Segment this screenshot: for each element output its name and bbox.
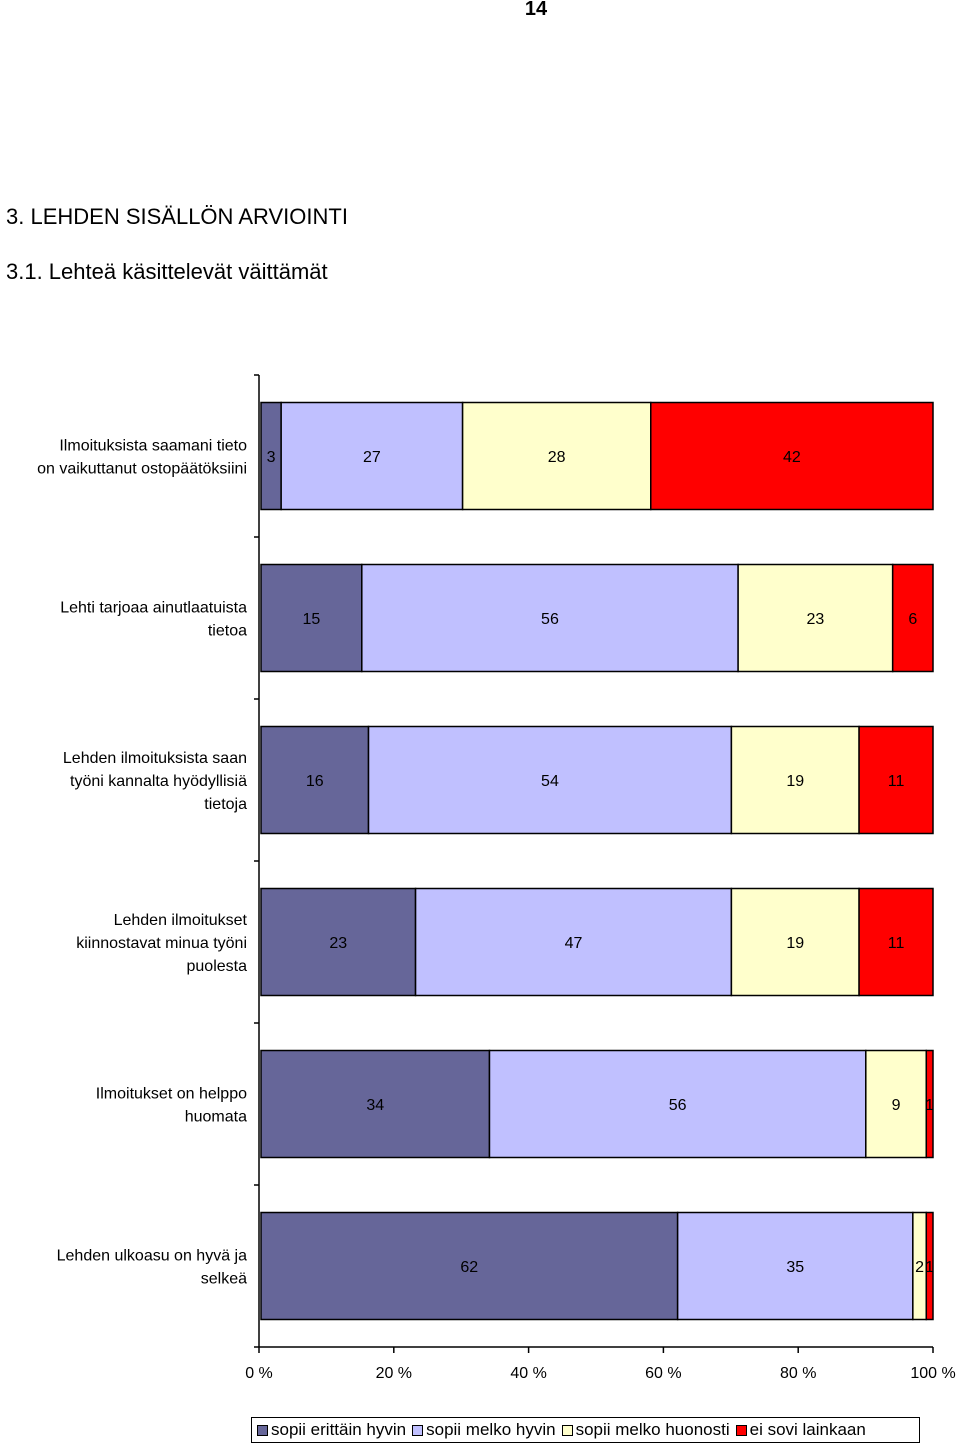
category-label-line: Lehden ilmoituksista saan [63,750,247,767]
legend-swatch [257,1424,268,1436]
data-label: 23 [329,935,347,952]
legend-label: sopii melko huonosti [575,1420,730,1439]
bar-segment [260,563,363,673]
data-label: 19 [786,935,804,952]
category-label-line: Ilmoitukset on helppo [96,1086,247,1103]
bar-segment [737,563,894,673]
bar-segment [858,887,934,997]
data-label: 34 [366,1097,384,1114]
data-label: 56 [669,1097,687,1114]
data-label: 23 [807,611,825,628]
category-label-line: Lehti tarjoaa ainutlaatuista [60,600,247,617]
data-label: 2 [915,1259,924,1276]
chart-legend: sopii erittäin hyvin sopii melko hyvin sop… [251,1417,920,1443]
stacked-bar-chart: 0 % 20 % 40 % 60 % 80 % 100 % 3 27 28 42 Ilmoituks… [37,374,956,1382]
data-label: 56 [541,611,559,628]
legend-label: sopii melko hyvin [426,1420,556,1439]
category-label-line: Lehden ilmoitukset [114,912,248,929]
data-label: 54 [541,773,559,790]
data-label: 11 [888,935,905,952]
x-tick-label: 100 % [910,1365,955,1382]
legend-swatch [412,1424,424,1436]
category-label: Ilmoituksista saamani tieto on vaikuttanu… [37,438,247,478]
legend-swatch [735,1424,747,1436]
category-label-line: selkeä [201,1271,247,1288]
section-title: 3. LEHDEN SISÄLLÖN ARVIOINTI [6,204,348,229]
legend-item: ei sovi lainkaan [735,1420,866,1440]
category-label-line: puolesta [187,958,248,975]
category-label-line: huomata [185,1109,247,1126]
bar-segment [891,563,934,673]
category-label-line: tietoja [204,796,247,813]
data-label: 1 [925,1097,934,1114]
legend-item: sopii melko hyvin [412,1420,556,1440]
data-label: 35 [786,1259,804,1276]
category-label-line: kiinnostavat minua työni [76,935,247,952]
legend-item: sopii erittäin hyvin [257,1420,406,1440]
x-tick-label: 20 % [376,1365,412,1382]
data-label: 15 [303,611,321,628]
category-label: Lehden ilmoitukset kiinnostavat minua työ… [76,912,247,975]
data-label: 6 [908,611,917,628]
category-label: Ilmoitukset on helppo huomata [96,1086,247,1126]
category-label-line: on vaikuttanut ostopäätöksiini [37,461,247,478]
bar-segment [858,725,934,835]
category-label-line: tietoa [208,623,247,640]
bar-segment [414,887,733,997]
data-label: 27 [363,449,381,466]
x-tick-label: 60 % [645,1365,681,1382]
bar-segment [260,725,370,835]
legend-item: sopii melko huonosti [561,1420,730,1440]
legend-label: ei sovi lainkaan [749,1420,866,1439]
data-label: 3 [267,449,276,466]
bar-segment [361,563,739,673]
page-number: 14 [524,0,548,20]
data-label: 19 [786,773,804,790]
legend-swatch [561,1424,573,1436]
bar-segment [488,1049,867,1159]
bar-segment [260,1049,491,1159]
bar-segment [925,1049,934,1159]
category-label: Lehti tarjoaa ainutlaatuista tietoa [60,600,247,640]
data-label: 9 [892,1097,901,1114]
x-tick-label: 0 % [245,1365,273,1382]
category-label-line: Ilmoituksista saamani tieto [59,438,247,455]
data-label: 16 [306,773,324,790]
x-tick-label: 40 % [510,1365,546,1382]
data-label: 1 [925,1259,934,1276]
data-label: 47 [565,935,583,952]
data-label: 42 [783,449,801,466]
bar-segment [650,401,934,511]
bar-segment [367,725,733,835]
x-tick-label: 80 % [780,1365,816,1382]
data-label: 28 [548,449,566,466]
category-label: Lehden ulkoasu on hyvä ja selkeä [57,1248,247,1288]
bar-segment [280,401,464,511]
data-label: 11 [888,773,905,790]
category-label: Lehden ilmoituksista saan työni kannalta … [63,750,247,813]
bar-segment [260,1211,679,1321]
category-label-line: työni kannalta hyödyllisiä [70,773,247,790]
subsection-title: 3.1. Lehteä käsittelevät väittämät [6,259,328,284]
bar-segment [925,1211,934,1321]
bar-segment [730,887,860,997]
data-label: 62 [460,1259,478,1276]
bar-segment [676,1211,914,1321]
category-label-line: Lehden ulkoasu on hyvä ja [57,1248,247,1265]
legend-label: sopii erittäin hyvin [271,1420,407,1439]
